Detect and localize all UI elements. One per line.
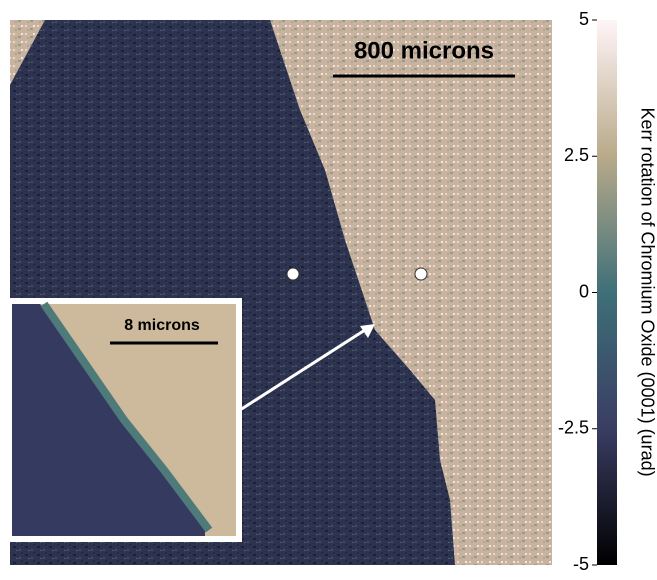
- tick-label: 2.5: [564, 145, 589, 165]
- scale-bar-label: 800 microns: [354, 37, 494, 64]
- colorbar-label: Kerr rotation of Chromium Oxide (0001) (…: [637, 107, 657, 476]
- inset-scale-label: 8 microns: [124, 317, 200, 334]
- colorbar: [597, 20, 617, 565]
- inset: 8 microns: [6, 298, 242, 542]
- tick-label: -2.5: [558, 418, 589, 438]
- chart: 800 microns 8 microns 5 2.5 0 -2.5 -5 Kerr r…: [0, 0, 657, 575]
- tick-label: 5: [579, 9, 589, 29]
- tick-label: 0: [579, 281, 589, 301]
- tick-label: -5: [573, 554, 589, 574]
- colorbar-ticks: 5 2.5 0 -2.5 -5: [558, 9, 597, 574]
